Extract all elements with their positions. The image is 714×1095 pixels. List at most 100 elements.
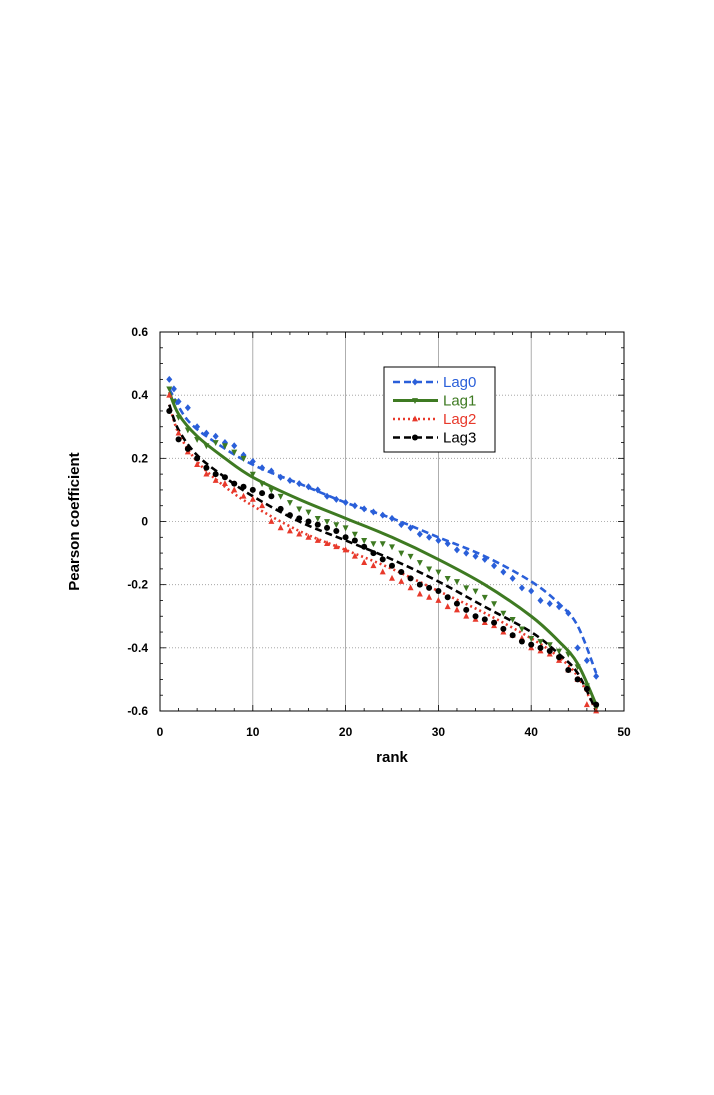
lag1-point	[314, 515, 321, 522]
lag2-point	[351, 552, 358, 559]
lag1-point	[537, 639, 544, 646]
lag0-point	[565, 609, 572, 617]
lag2-point	[166, 391, 173, 398]
lag1-point	[324, 519, 331, 525]
lag0-point	[463, 549, 470, 557]
lag3-point	[231, 480, 238, 487]
lag0-point	[268, 467, 275, 475]
lag0-point	[509, 574, 516, 582]
lag3-point	[426, 584, 433, 591]
legend-lag1-marker	[412, 398, 418, 404]
lag1-point	[509, 617, 516, 623]
lag0-point	[203, 429, 210, 437]
lag1-point	[481, 594, 488, 601]
lag0-point	[351, 502, 358, 510]
lag3-point	[166, 407, 173, 414]
lag0-point	[435, 536, 442, 544]
lag1-point	[361, 538, 368, 544]
lag0-point	[491, 562, 498, 570]
lag0-point	[370, 508, 377, 516]
lag3-point	[491, 619, 498, 626]
lag3-point	[379, 556, 386, 563]
lag0-point	[472, 552, 479, 560]
lag1-point	[231, 449, 238, 456]
lag1-point	[342, 525, 349, 532]
lag2-point	[333, 543, 340, 550]
lag3-point	[351, 537, 358, 544]
ticks	[159, 331, 625, 712]
x-tick-labels: 0 10 20 30 40 50	[157, 725, 631, 739]
lag2-point	[231, 486, 238, 493]
y-tick-label: -0.4	[127, 641, 148, 655]
lag3-point	[481, 616, 488, 623]
lag0-point	[249, 457, 256, 465]
lag0-point	[398, 521, 405, 529]
lag1-point	[518, 626, 525, 633]
lag0-point	[170, 385, 177, 393]
lag3-point	[500, 625, 507, 632]
lag2-point	[444, 603, 451, 610]
lag2-point	[212, 476, 219, 483]
lag3-point	[370, 550, 377, 557]
lag1-point	[351, 531, 358, 538]
lag0-point	[481, 555, 488, 563]
lag0-point	[528, 587, 535, 595]
lag0-point	[305, 483, 312, 491]
lag3-point	[361, 543, 368, 550]
lag2-point	[463, 612, 470, 619]
lag3-point	[286, 512, 293, 519]
lag3-point	[565, 666, 572, 673]
x-tick-label: 30	[432, 725, 446, 739]
lag1-point	[463, 585, 470, 592]
lag1-point	[333, 522, 340, 529]
lag2-point	[435, 596, 442, 603]
lag3-point	[342, 534, 349, 541]
lag0-point	[444, 540, 451, 548]
lag3-point	[583, 685, 590, 692]
y-tick-label: 0.6	[131, 325, 148, 339]
lag2-point	[398, 578, 405, 584]
legend-lag0-marker	[412, 378, 418, 386]
lag2-point	[379, 568, 386, 575]
lag1-point	[184, 427, 191, 434]
lag0-point	[546, 600, 553, 608]
lag1-point	[379, 541, 386, 548]
lag1-point	[444, 575, 451, 582]
lag3-point	[184, 445, 191, 452]
lag0-point	[574, 644, 581, 652]
lag3-point	[556, 654, 563, 661]
legend-lag0-label: Lag0	[443, 374, 476, 391]
y-tick-label: 0.4	[131, 388, 148, 402]
lag1-point	[398, 550, 405, 557]
lag0-point	[583, 656, 590, 664]
lag2-point	[277, 524, 284, 531]
lag0-point	[407, 524, 414, 532]
lag2-point	[416, 590, 423, 597]
legend-lag3-marker	[412, 434, 418, 441]
lag3-point	[518, 638, 525, 645]
lag2-point	[194, 461, 201, 468]
lag2-point	[240, 492, 247, 499]
lag1-point	[453, 579, 460, 586]
lag2-point	[305, 533, 312, 540]
lag2-point	[203, 470, 210, 477]
lag2-point	[296, 530, 303, 537]
lag3-point	[472, 613, 479, 620]
lag2-point	[370, 562, 377, 569]
lag0-point	[212, 432, 219, 440]
lag3-point	[221, 474, 228, 481]
lag0-point	[416, 530, 423, 538]
lag1-point	[500, 610, 507, 617]
lag3-point	[305, 518, 312, 525]
lag2-point	[259, 502, 266, 509]
lag0-point	[314, 486, 321, 494]
lag3-point	[453, 600, 460, 607]
lag2-point	[361, 559, 368, 565]
lag1-point	[305, 509, 312, 516]
y-axis-title: Pearson coefficient	[66, 452, 83, 590]
lag0-point	[593, 672, 600, 680]
lag1-point	[426, 566, 433, 573]
lag1-point	[166, 386, 173, 393]
lag1-point	[170, 399, 177, 405]
lag1-point	[370, 541, 377, 548]
